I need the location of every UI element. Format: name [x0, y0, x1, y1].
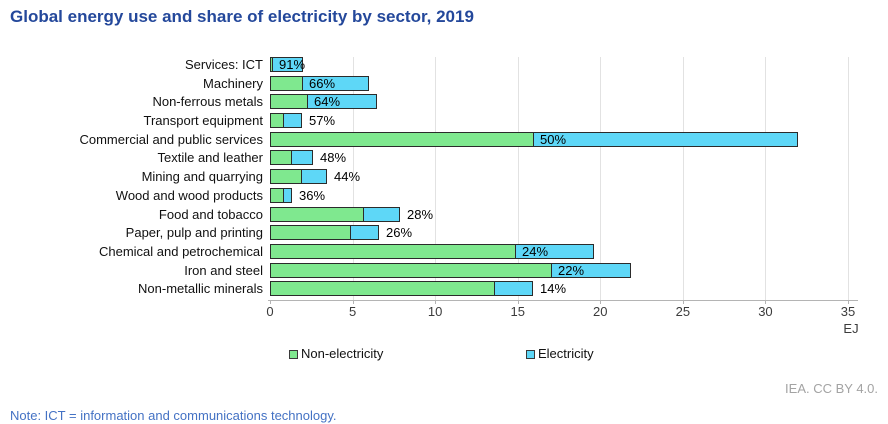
bar-segment-electricity [300, 169, 327, 185]
category-label: Machinery [203, 75, 263, 91]
bar-segment-electricity [550, 262, 631, 278]
bar-segment-electricity [532, 131, 798, 147]
gridline [517, 57, 519, 300]
x-axis-tick-label: 15 [510, 304, 525, 319]
bar-segment-non-electricity [270, 94, 308, 110]
gridline [352, 57, 354, 300]
bar-segment-electricity [271, 57, 303, 72]
x-axis-tick [270, 300, 271, 304]
electricity-share-label: 22% [558, 262, 585, 278]
x-axis-tick [848, 300, 849, 304]
legend-label-non-electricity: Non-electricity [301, 346, 384, 361]
x-axis-tick [517, 300, 519, 304]
electricity-share-label: 24% [522, 243, 549, 259]
x-axis-tick-label: 35 [840, 304, 856, 319]
category-label: Transport equipment [143, 113, 263, 129]
bar-segment-non-electricity [270, 150, 292, 166]
electricity-share-label: 44% [334, 169, 361, 185]
x-axis-tick [765, 300, 767, 304]
x-axis-tick-label: 25 [675, 304, 691, 319]
x-axis-tick [600, 300, 602, 304]
gridline [600, 57, 602, 300]
category-label: Chemical and petrochemical [98, 243, 263, 259]
electricity-share-label: 50% [540, 131, 567, 147]
bar-segment-non-electricity [270, 131, 534, 147]
bar-segment-non-electricity [270, 262, 552, 278]
bar-segment-electricity [290, 150, 313, 166]
bar-segment-non-electricity [270, 243, 516, 259]
legend-swatch-electricity-icon [526, 349, 535, 359]
gridline [435, 57, 437, 300]
bar-segment-non-electricity [270, 281, 495, 297]
legend: Non-electricity Electricity [0, 347, 888, 363]
x-axis-tick [435, 300, 437, 304]
category-label: Non-metallic minerals [138, 281, 263, 297]
bar-segment-electricity [362, 206, 400, 222]
electricity-share-label: 26% [386, 225, 413, 241]
category-label: Wood and wood products [115, 187, 263, 203]
electricity-share-label: 36% [299, 187, 326, 203]
x-axis-tick [352, 300, 354, 304]
legend-label-electricity: Electricity [538, 346, 594, 361]
x-axis-tick-label: 20 [593, 304, 608, 319]
x-axis-unit-label: EJ [843, 321, 859, 336]
x-axis-tick [682, 300, 684, 304]
gridline [848, 57, 849, 300]
gridline [765, 57, 767, 300]
electricity-share-label: 57% [309, 113, 336, 129]
electricity-share-label: 91% [279, 57, 306, 72]
category-label: Services: ICT [184, 57, 263, 72]
license-credit: IEA. CC BY 4.0. [785, 381, 878, 396]
category-label: Food and tobacco [158, 206, 263, 222]
bar-segment-electricity [282, 187, 292, 203]
legend-swatch-non-electricity-icon [289, 349, 298, 359]
electricity-share-label: 66% [309, 75, 336, 91]
legend-item-electricity: Electricity [526, 347, 594, 361]
x-axis-tick-label: 30 [758, 304, 773, 319]
bar-segment-electricity [282, 113, 302, 129]
bar-segment-electricity [514, 243, 594, 259]
category-label: Mining and quarrying [141, 169, 263, 185]
category-label: Commercial and public services [79, 131, 263, 147]
bar-segment-non-electricity [270, 169, 302, 185]
bar-segment-electricity [493, 281, 533, 297]
bar-segment-electricity [301, 75, 369, 91]
category-label: Textile and leather [157, 150, 263, 166]
category-label: Iron and steel [184, 262, 263, 278]
footnote: Note: ICT = information and communicatio… [10, 408, 337, 423]
electricity-share-label: 28% [407, 206, 434, 222]
electricity-share-label: 14% [540, 281, 567, 297]
gridline [682, 57, 684, 300]
electricity-share-label: 64% [314, 94, 341, 110]
category-label: Non-ferrous metals [152, 94, 263, 110]
bar-segment-non-electricity [270, 206, 364, 222]
x-axis-tick-label: 10 [427, 304, 443, 319]
x-axis-tick-label: 0 [266, 304, 274, 319]
bar-segment-non-electricity [270, 225, 351, 241]
x-axis-tick-label: 5 [348, 304, 357, 319]
bar-segment-electricity [306, 94, 377, 110]
chart-title: Global energy use and share of electrici… [10, 7, 474, 26]
bar-segment-electricity [349, 225, 379, 241]
x-axis-line [268, 300, 858, 301]
electricity-share-label: 48% [320, 150, 347, 166]
bar-segment-non-electricity [270, 75, 303, 91]
category-label: Paper, pulp and printing [125, 225, 263, 241]
legend-item-non-electricity: Non-electricity [289, 347, 383, 361]
